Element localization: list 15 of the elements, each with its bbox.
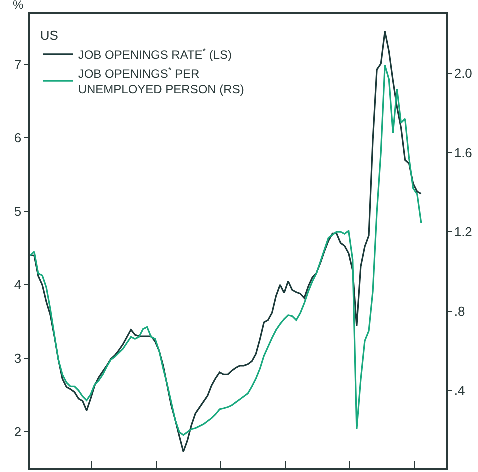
legend-label: JOB OPENINGS$^{*}$ PER UNEMPLOYED PERSON (RS): [78, 64, 244, 97]
y-tick-label: 4: [14, 278, 22, 293]
y-tick-label: 6: [14, 130, 22, 146]
y-tick-label: 3: [14, 351, 22, 366]
y2-tick-label: 1.2: [454, 224, 472, 240]
y-tick-label: 7: [14, 57, 22, 72]
legend-label: JOB OPENINGS RATE$^{*}$ (LS): [78, 46, 232, 62]
y-tick-label: 5: [14, 204, 22, 220]
y2-tick-label: .8: [454, 304, 466, 319]
legend-title: US: [40, 28, 59, 43]
y2-tick-label: .4: [454, 383, 466, 398]
y2-tick-label: 2.0: [454, 66, 472, 82]
y-tick-label: 2: [14, 424, 22, 440]
y-axis-title: %: [13, 0, 24, 12]
y2-tick-label: 1.6: [454, 145, 472, 160]
